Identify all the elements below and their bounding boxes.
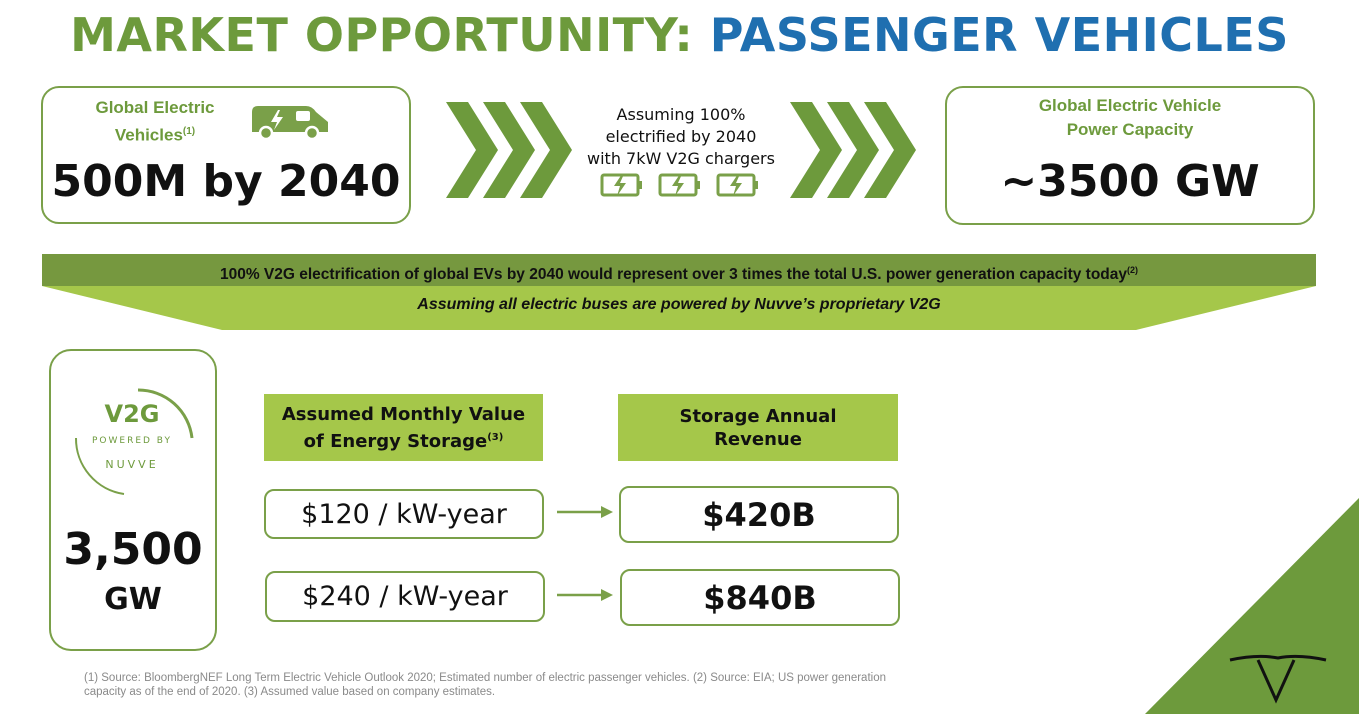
title-part2: PASSENGER VEHICLES xyxy=(709,8,1289,62)
footnote-ref-2: (2) xyxy=(1127,265,1139,275)
v2g-logo-brand: NUVVE xyxy=(105,458,159,471)
power-capacity-value: ~3500 GW xyxy=(1000,156,1260,207)
page-title: MARKET OPPORTUNITY: PASSENGER VEHICLES xyxy=(0,8,1359,62)
footnote-line2: capacity as of the end of 2020. (3) Assu… xyxy=(84,686,496,698)
arrow-right-icon xyxy=(557,506,613,518)
assumption-line2: electrified by 2040 xyxy=(605,127,757,146)
header-annual-revenue-line1: Storage Annual xyxy=(679,405,837,427)
power-capacity-card xyxy=(945,86,1315,225)
header-annual-revenue-text: Storage Annual Revenue xyxy=(679,405,836,451)
v2g-logo-sub: POWERED BY xyxy=(91,436,172,446)
global-ev-label-line2-wrap: Vehicles(1) xyxy=(80,120,230,148)
banner-trapezoid xyxy=(42,286,1316,330)
electric-van-icon xyxy=(252,106,328,140)
header-monthly-value-text: Assumed Monthly Value of Energy Storage(… xyxy=(282,403,525,453)
power-capacity-label-line2: Power Capacity xyxy=(1066,120,1194,139)
footnote: (1) Source: BloombergNEF Long Term Elect… xyxy=(84,671,1064,699)
footnote-line1: (1) Source: BloombergNEF Long Term Elect… xyxy=(84,672,886,684)
v2g-logo-arc xyxy=(74,388,194,495)
battery-charging-icon xyxy=(600,173,758,197)
revenue-cell-1: $420B xyxy=(619,486,899,543)
assumption-line1: Assuming 100% xyxy=(616,105,746,124)
rate-cell-1: $120 / kW-year xyxy=(264,489,544,539)
header-annual-revenue-line2: Revenue xyxy=(714,428,802,450)
header-monthly-value: Assumed Monthly Value of Energy Storage(… xyxy=(264,394,543,461)
header-monthly-value-line2-wrap: of Energy Storage(3) xyxy=(282,426,525,453)
global-ev-label-line1: Global Electric xyxy=(95,98,215,117)
corner-triangle xyxy=(1145,498,1359,714)
global-ev-label: Global Electric Vehicles(1) xyxy=(80,96,230,148)
v2g-value-number: 3,500 xyxy=(63,524,203,575)
v2g-value-unit: GW xyxy=(104,582,162,617)
nuvve-logo-mark xyxy=(1229,654,1327,704)
footnote-ref-1: (1) xyxy=(182,126,196,137)
global-ev-value: 500M by 2040 xyxy=(51,156,401,207)
assumption-text: Assuming 100% electrified by 2040 with 7… xyxy=(574,104,788,170)
banner-top-text: 100% V2G electrification of global EVs b… xyxy=(219,266,1128,284)
chevron-arrows-right xyxy=(790,102,916,198)
power-capacity-label: Global Electric Vehicle Power Capacity xyxy=(945,94,1315,142)
title-part1: MARKET OPPORTUNITY: xyxy=(70,8,694,62)
header-monthly-value-line2: of Energy Storage xyxy=(303,430,488,452)
header-monthly-value-line1: Assumed Monthly Value xyxy=(281,403,526,425)
global-ev-label-line2: Vehicles xyxy=(114,125,183,145)
v2g-card xyxy=(49,349,217,651)
header-annual-revenue: Storage Annual Revenue xyxy=(618,394,898,461)
banner-bottom-text: Assuming all electric buses are powered … xyxy=(417,296,941,313)
arrow-right-icon xyxy=(557,589,613,601)
footnote-ref-3: (3) xyxy=(487,431,504,443)
assumption-line3: with 7kW V2G chargers xyxy=(587,149,775,168)
v2g-logo-main: V2G xyxy=(104,400,160,428)
global-ev-card xyxy=(41,86,411,224)
chevron-arrows-left xyxy=(446,102,572,198)
power-capacity-label-line1: Global Electric Vehicle xyxy=(1038,96,1222,115)
banner-top: 100% V2G electrification of global EVs b… xyxy=(42,254,1316,286)
rate-cell-2: $240 / kW-year xyxy=(265,571,545,622)
revenue-cell-2: $840B xyxy=(620,569,900,626)
